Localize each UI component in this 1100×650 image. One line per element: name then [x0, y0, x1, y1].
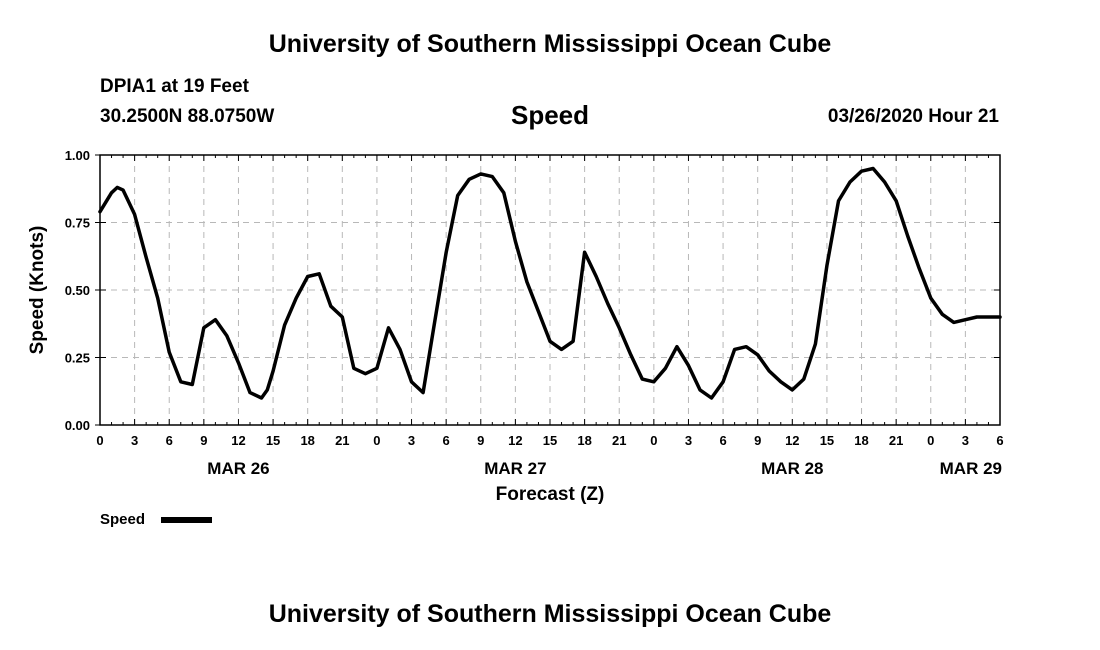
- x-tick-label: 9: [477, 433, 484, 448]
- y-tick-label: 0.00: [65, 418, 90, 433]
- x-tick-label: 6: [166, 433, 173, 448]
- x-tick-label: 15: [266, 433, 280, 448]
- x-tick-label: 21: [335, 433, 349, 448]
- y-tick-label: 0.50: [65, 283, 90, 298]
- x-tick-label: 3: [685, 433, 692, 448]
- coordinates-label: 30.2500N 88.0750W: [100, 106, 275, 127]
- x-tick-label: 12: [785, 433, 799, 448]
- x-tick-label: 3: [962, 433, 969, 448]
- chart-title: University of Southern Mississippi Ocean…: [268, 30, 832, 58]
- x-tick-label: 9: [754, 433, 761, 448]
- x-tick-label: 15: [543, 433, 557, 448]
- x-tick-label: 9: [200, 433, 207, 448]
- x-tick-label: 12: [508, 433, 522, 448]
- x-tick-label: 12: [231, 433, 245, 448]
- x-tick-label: 18: [577, 433, 591, 448]
- x-tick-label: 3: [131, 433, 138, 448]
- y-tick-label: 0.25: [65, 351, 90, 366]
- legend-label: Speed: [100, 511, 145, 528]
- y-axis-label: Speed (Knots): [27, 226, 48, 355]
- x-tick-label: 0: [650, 433, 657, 448]
- x-tick-label: 0: [373, 433, 380, 448]
- x-tick-label: 0: [927, 433, 934, 448]
- y-tick-label: 0.75: [65, 216, 90, 231]
- x-tick-label: 6: [719, 433, 726, 448]
- x-tick-label: 0: [96, 433, 103, 448]
- y-tick-label: 1.00: [65, 148, 90, 163]
- speed-series-line: [98, 166, 1002, 400]
- station-label: DPIA1 at 19 Feet: [100, 76, 249, 97]
- day-label: MAR 29: [940, 459, 1002, 478]
- day-label: MAR 28: [761, 459, 823, 478]
- variable-label: Speed: [510, 100, 590, 130]
- x-tick-label: 6: [443, 433, 450, 448]
- timestamp-label: 03/26/2020 Hour 21: [827, 106, 999, 127]
- x-tick-label: 6: [996, 433, 1003, 448]
- x-tick-label: 18: [300, 433, 314, 448]
- x-tick-label: 3: [408, 433, 415, 448]
- x-tick-label: 18: [854, 433, 868, 448]
- x-tick-label: 21: [612, 433, 626, 448]
- x-tick-label: 15: [820, 433, 834, 448]
- day-label: MAR 26: [207, 459, 269, 478]
- day-label: MAR 27: [484, 459, 546, 478]
- footer-title: University of Southern Mississippi Ocean…: [268, 600, 832, 628]
- x-axis-label: Forecast (Z): [496, 484, 605, 505]
- x-tick-label: 21: [889, 433, 903, 448]
